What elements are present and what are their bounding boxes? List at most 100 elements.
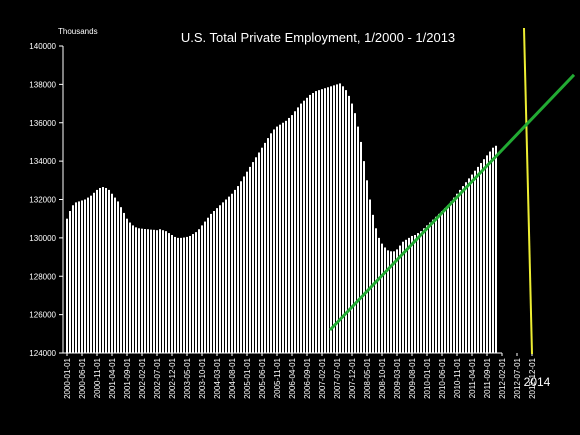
bar bbox=[399, 245, 401, 353]
x-tick-label: 2005-11-01 bbox=[273, 357, 282, 398]
bar bbox=[75, 202, 77, 353]
x-tick-label: 2003-05-01 bbox=[183, 357, 192, 398]
x-tick-label: 2009-08-01 bbox=[408, 357, 417, 398]
bar bbox=[363, 161, 365, 353]
x-tick-label: 2008-10-01 bbox=[378, 357, 387, 398]
bar bbox=[225, 199, 227, 353]
bar bbox=[72, 205, 74, 353]
bar bbox=[408, 237, 410, 353]
bar bbox=[168, 233, 170, 353]
x-tick-label: 2002-12-01 bbox=[168, 357, 177, 398]
bar bbox=[171, 234, 173, 353]
bar bbox=[267, 138, 269, 353]
bar bbox=[447, 205, 449, 353]
x-tick-label: 2012-12-01 bbox=[528, 357, 537, 398]
bar bbox=[222, 202, 224, 353]
bar bbox=[258, 152, 260, 353]
bar bbox=[423, 228, 425, 353]
bar bbox=[402, 241, 404, 353]
y-tick-label: 134000 bbox=[29, 157, 56, 166]
x-tick-label: 2010-11-01 bbox=[453, 357, 462, 398]
bar bbox=[309, 94, 311, 353]
bar bbox=[270, 133, 272, 353]
bar bbox=[303, 100, 305, 353]
bar bbox=[345, 90, 347, 353]
x-tick-label: 2012-07-01 bbox=[513, 357, 522, 398]
bar bbox=[483, 159, 485, 353]
bar bbox=[468, 178, 470, 353]
bar bbox=[174, 236, 176, 353]
y-tick-label: 126000 bbox=[29, 311, 56, 320]
bar bbox=[231, 193, 233, 353]
bar bbox=[360, 141, 362, 353]
x-tick-label: 2007-07-01 bbox=[333, 357, 342, 398]
bar bbox=[486, 155, 488, 353]
bar bbox=[315, 91, 317, 353]
x-tick-label: 2007-12-01 bbox=[348, 357, 357, 398]
x-tick-label: 2009-03-01 bbox=[393, 357, 402, 398]
bar bbox=[378, 237, 380, 353]
bar bbox=[96, 189, 98, 353]
bar bbox=[420, 231, 422, 353]
bar bbox=[156, 230, 158, 353]
x-tick-label: 2004-08-01 bbox=[228, 357, 237, 398]
bar bbox=[357, 126, 359, 354]
bar bbox=[435, 216, 437, 353]
bar bbox=[393, 251, 395, 353]
bar bbox=[186, 236, 188, 353]
y-tick-label: 124000 bbox=[29, 349, 56, 358]
bar bbox=[489, 151, 491, 353]
bar bbox=[285, 120, 287, 353]
x-tick-label: 2004-03-01 bbox=[213, 357, 222, 398]
bar bbox=[219, 205, 221, 353]
bar bbox=[252, 162, 254, 353]
bar bbox=[126, 218, 128, 353]
bar bbox=[465, 182, 467, 353]
bar bbox=[450, 201, 452, 353]
bar bbox=[291, 115, 293, 353]
bar bbox=[204, 221, 206, 353]
bar bbox=[324, 88, 326, 354]
bar bbox=[321, 89, 323, 353]
bar bbox=[351, 103, 353, 353]
bar bbox=[288, 117, 290, 353]
bar bbox=[396, 249, 398, 353]
bar bbox=[111, 193, 113, 353]
bar bbox=[147, 229, 149, 353]
bar bbox=[228, 196, 230, 353]
x-tick-label: 2001-09-01 bbox=[123, 357, 132, 398]
bar bbox=[234, 189, 236, 353]
bar bbox=[459, 189, 461, 353]
bar bbox=[150, 229, 152, 353]
bar bbox=[348, 95, 350, 353]
bar bbox=[264, 142, 266, 353]
bars bbox=[66, 83, 497, 354]
x-tick-label: 2011-09-01 bbox=[483, 357, 492, 398]
bar bbox=[108, 189, 110, 353]
bar bbox=[192, 234, 194, 353]
y-tick-label: 128000 bbox=[29, 272, 56, 281]
trend-line bbox=[328, 73, 576, 332]
unit-label: Thousands bbox=[58, 27, 98, 36]
bar bbox=[387, 250, 389, 353]
bar bbox=[198, 229, 200, 353]
bar bbox=[189, 235, 191, 353]
bar bbox=[78, 201, 80, 353]
bar bbox=[255, 157, 257, 353]
bar bbox=[294, 111, 296, 353]
bar bbox=[216, 208, 218, 353]
y-tick-label: 132000 bbox=[29, 196, 56, 205]
bar bbox=[471, 174, 473, 353]
bar bbox=[426, 225, 428, 353]
x-tick-label: 2007-02-01 bbox=[318, 357, 327, 398]
bar bbox=[132, 225, 134, 353]
bar bbox=[276, 126, 278, 354]
bar bbox=[144, 229, 146, 353]
bar bbox=[240, 181, 242, 353]
y-tick-label: 130000 bbox=[29, 234, 56, 243]
x-tick-label: 2008-05-01 bbox=[363, 357, 372, 398]
x-tick-label: 2010-06-01 bbox=[438, 357, 447, 398]
bar bbox=[201, 225, 203, 353]
x-tick-label: 2003-10-01 bbox=[198, 357, 207, 398]
